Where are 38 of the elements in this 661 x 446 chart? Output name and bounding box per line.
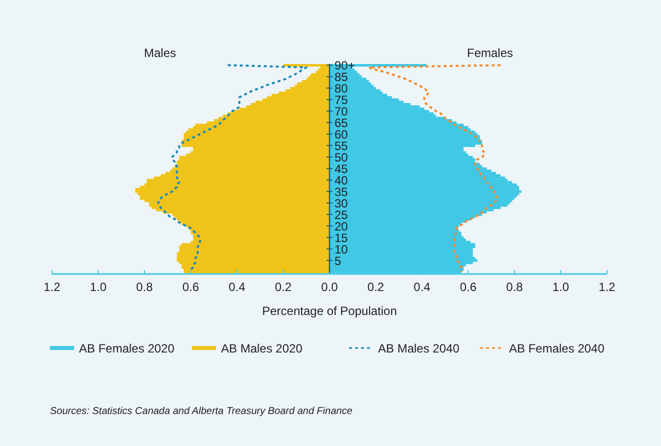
text: Females [466,46,514,60]
legend-label: AB Females 2020 [79,342,175,356]
y-tick-label: 35 [334,184,348,199]
x-tick-label: 0.0 [321,280,338,294]
y-tick-label: 50 [334,150,348,165]
source-note: Sources: Statistics Canada and Alberta Treasury Board and Finance [50,406,353,417]
y-tick-label: 70 [334,104,348,119]
x-tick-label: 1.2 [598,280,616,294]
text: Males [144,46,176,60]
y-tick-label: 40 [334,173,348,188]
y-tick-label: 15 [334,230,348,245]
legend-label: AB Males 2020 [221,342,303,356]
y-tick-label: 80 [334,82,348,96]
y-tick-label: 25 [334,208,348,222]
y-tick-label: 20 [334,219,348,234]
x-tick-label: 0.2 [274,280,292,294]
x-tick-label: 0.2 [367,280,384,294]
y-tick-label: 10 [334,242,348,256]
y-tick-label: 60 [334,128,348,142]
y-tick-label: 65 [334,116,348,130]
x-tick-label: 0.8 [506,280,524,294]
x-tick-label: 0.6 [460,280,477,294]
x-tick-label: 0.4 [414,280,431,294]
y-tick-label: 30 [334,196,348,210]
y-tick-label: 75 [334,93,348,108]
x-tick-label: 1.0 [552,280,570,294]
y-tick-label: 5 [334,254,342,268]
x-tick-label: 1.2 [44,280,61,294]
legend-label: AB Females 2040 [509,342,605,356]
x-tick-label: 0.8 [136,280,154,294]
x-axis-title: Percentage of Population [262,304,397,318]
y-tick-label: 55 [334,139,348,154]
y-tick-label: 85 [334,70,348,84]
x-tick-label: 1.0 [90,280,107,294]
x-tick-label: 0.6 [182,280,200,294]
legend-label: AB Males 2040 [378,342,460,356]
x-tick-label: 0.4 [228,280,246,294]
y-tick-label: 45 [334,162,348,176]
